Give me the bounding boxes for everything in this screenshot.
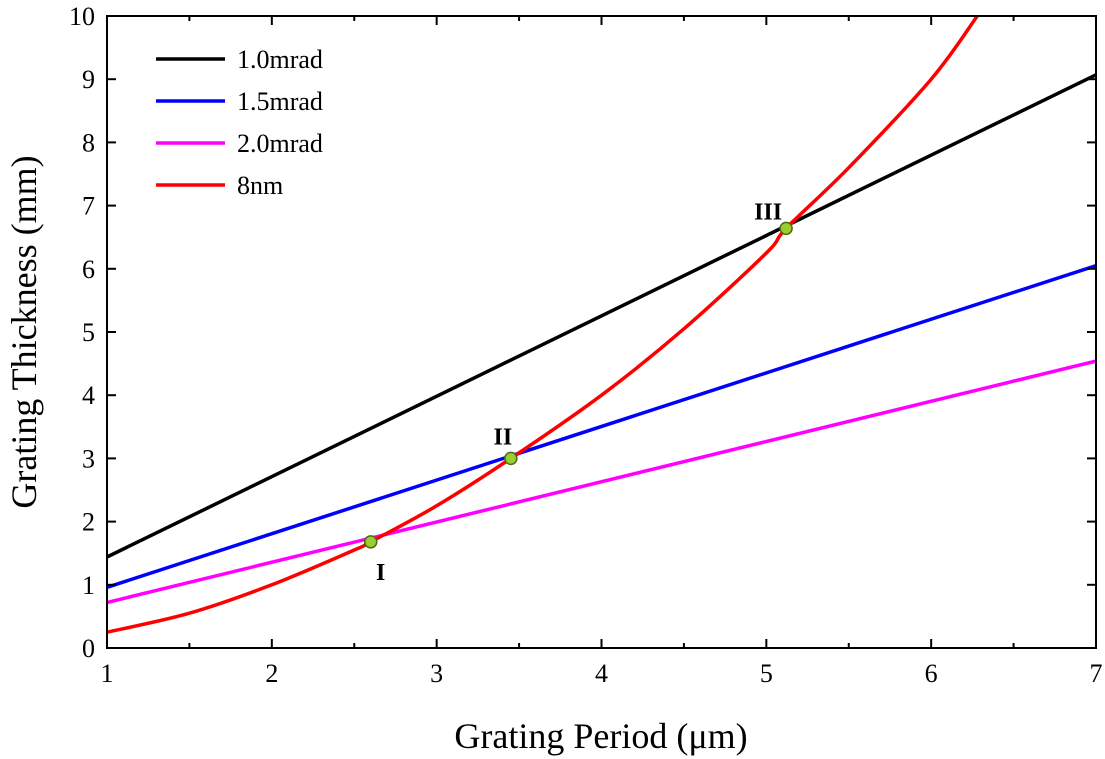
y-tick-label-5: 5: [82, 318, 95, 347]
x-tick-label-6: 6: [925, 659, 938, 688]
series-line-2.0mrad: [107, 359, 1096, 605]
intersection-label-I: I: [376, 560, 385, 586]
legend-label-1.0mrad: 1.0mrad: [237, 45, 323, 74]
x-axis-title: Grating Period (μm): [454, 716, 747, 756]
series-line-1.5mrad: [107, 263, 1096, 589]
y-tick-label-10: 10: [69, 2, 95, 31]
intersection-label-III: III: [754, 199, 782, 225]
legend-label-8nm: 8nm: [237, 171, 283, 200]
y-tick-label-6: 6: [82, 255, 95, 284]
y-tick-label-1: 1: [82, 571, 95, 600]
intersection-point-I: [363, 535, 378, 549]
y-tick-label-9: 9: [82, 65, 95, 94]
x-tick-label-2: 2: [265, 659, 278, 688]
legend-label-2.0mrad: 2.0mrad: [237, 129, 323, 158]
intersection-point-II: [504, 451, 518, 466]
series-layer: [107, 16, 1096, 634]
y-axis-title: Grating Thickness (mm): [4, 155, 44, 508]
y-tick-label-4: 4: [82, 381, 95, 410]
x-tick-label-3: 3: [430, 659, 443, 688]
x-tick-label-5: 5: [760, 659, 773, 688]
legend: 1.0mrad 1.5mrad 2.0mrad 8nm: [156, 45, 323, 200]
x-tick-label-4: 4: [595, 659, 608, 688]
y-tick-label-7: 7: [82, 192, 95, 221]
y-tick-label-2: 2: [82, 508, 95, 537]
intersection-point-III: [779, 221, 793, 236]
x-tick-label-1: 1: [101, 659, 114, 688]
series-line-1.0mrad: [107, 73, 1096, 559]
intersection-label-II: II: [493, 424, 512, 450]
series-line-8nm: [107, 16, 979, 634]
y-tick-label-8: 8: [82, 128, 95, 157]
legend-label-1.5mrad: 1.5mrad: [237, 87, 323, 116]
y-tick-label-0: 0: [82, 634, 95, 663]
x-tick-label-7: 7: [1090, 659, 1103, 688]
y-tick-label-3: 3: [82, 444, 95, 473]
